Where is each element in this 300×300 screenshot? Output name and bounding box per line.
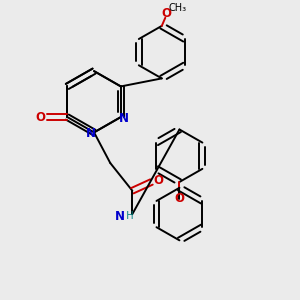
Text: O: O [35,111,45,124]
Text: N: N [115,210,125,223]
Text: O: O [153,174,163,187]
Text: O: O [174,192,184,205]
Text: O: O [161,7,171,20]
Text: CH₃: CH₃ [169,3,187,14]
Text: H: H [120,212,134,221]
Text: N: N [119,112,129,125]
Text: N: N [85,127,95,140]
